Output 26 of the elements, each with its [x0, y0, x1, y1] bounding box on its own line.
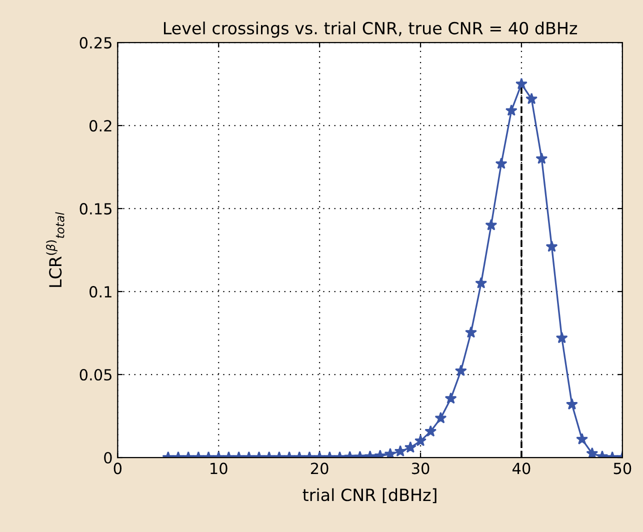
- point: [495, 157, 508, 169]
- chart-title: Level crossings vs. trial CNR, true CNR = 40 dBHz: [164, 22, 578, 38]
- x-tick-label: 40: [512, 462, 530, 474]
- point: [556, 332, 568, 344]
- x-tick-label: 20: [310, 462, 328, 474]
- y-axis-title: LCR$^{(β)}$$_{total}$: [46, 212, 64, 287]
- y-tick-label: 0.05: [80, 368, 112, 381]
- x-tick-label: 50: [614, 462, 632, 474]
- point: [505, 104, 518, 116]
- x-tick-label: 30: [412, 462, 430, 474]
- point: [526, 92, 538, 104]
- point: [536, 152, 548, 164]
- y-tick-label: 0.25: [80, 37, 112, 49]
- point: [546, 240, 558, 252]
- x-axis-title: trial CNR [dBHz]: [302, 488, 436, 504]
- point: [515, 78, 528, 90]
- point: [475, 276, 488, 288]
- y-tick-label: 0: [104, 452, 112, 464]
- x-tick-label: 10: [210, 462, 228, 474]
- x-tick-label: 0: [114, 462, 122, 474]
- point: [465, 326, 477, 338]
- y-tick-label: 0.15: [80, 203, 112, 215]
- y-tick-label: 0.1: [90, 286, 112, 298]
- point: [485, 218, 498, 230]
- y-tick-label: 0.2: [90, 120, 112, 132]
- point: [384, 448, 396, 458]
